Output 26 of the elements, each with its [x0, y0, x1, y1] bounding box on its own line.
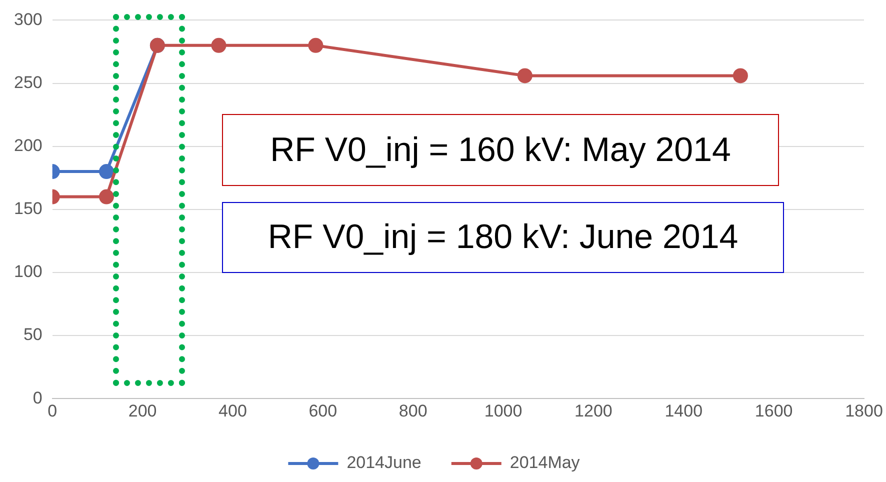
- x-tick-label: 1000: [484, 401, 522, 420]
- point: [732, 68, 748, 84]
- y-tick-label: 300: [14, 10, 42, 29]
- y-tick-label: 200: [14, 136, 42, 156]
- annotation: RF V0_inj = 180 kV: June 2014: [222, 202, 784, 273]
- y-tick-label: 50: [23, 325, 42, 344]
- x-tick-label: 1400: [664, 401, 703, 420]
- annotation: RF V0_inj = 160 kV: May 2014: [222, 114, 779, 186]
- x-tick-label: 0: [48, 401, 58, 420]
- point: [517, 68, 532, 84]
- y-tick-label: 150: [14, 199, 42, 218]
- x-tick-label: 800: [398, 401, 428, 420]
- y-tick-label: 250: [14, 72, 42, 92]
- x-tick-label: 1200: [574, 401, 612, 420]
- y-tick-label: 100: [14, 262, 42, 282]
- x-tick-label: 600: [308, 401, 338, 420]
- x-tick-label: 1800: [845, 401, 883, 420]
- x-tick-label: 1600: [754, 401, 793, 420]
- y-tick-label: 0: [32, 388, 42, 408]
- legend-label: 2014May: [510, 453, 580, 472]
- legend-label: 2014June: [346, 453, 422, 472]
- point: [308, 38, 324, 53]
- point: [211, 38, 226, 53]
- x-tick-label: 400: [218, 401, 247, 420]
- x-tick-label: 200: [128, 401, 157, 420]
- point: [98, 189, 114, 204]
